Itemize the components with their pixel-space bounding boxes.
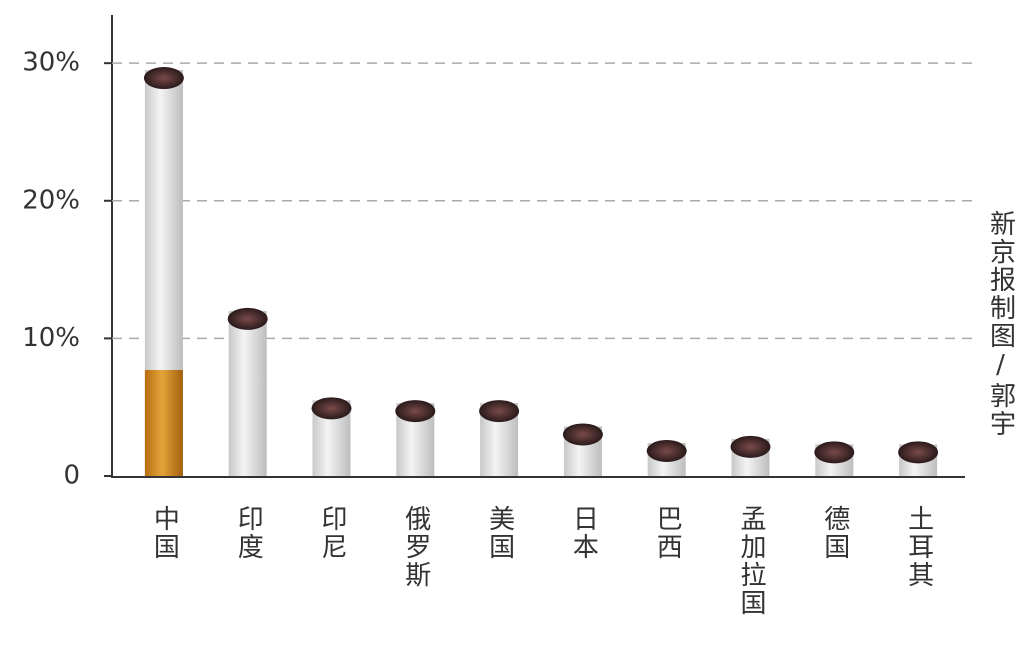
x-tick-label: 巴西 (652, 505, 682, 561)
y-tick-label: 0 (63, 461, 80, 491)
x-tick-label: 印尼 (317, 505, 347, 561)
bar (228, 310, 267, 476)
x-tick-label: 孟加拉国 (736, 505, 766, 617)
ash (311, 397, 352, 420)
y-tick-label: 30% (22, 48, 80, 78)
filter (144, 370, 183, 476)
ash (730, 435, 771, 458)
ash (143, 67, 184, 90)
y-tick-label: 10% (22, 323, 80, 353)
x-tick-label: 德国 (820, 505, 850, 561)
x-tick-label: 俄罗斯 (401, 505, 431, 589)
ash (646, 439, 687, 462)
ash (814, 441, 855, 464)
ash (395, 400, 436, 423)
x-tick-label: 美国 (485, 505, 515, 561)
x-tick-label: 印度 (233, 505, 263, 561)
ash (479, 400, 520, 423)
x-tick-label: 日本 (568, 505, 598, 561)
ash (898, 441, 939, 464)
credit: 新京报制图/郭宇 (986, 210, 1016, 438)
y-tick-label: 20% (22, 185, 80, 215)
x-tick-label: 土耳其 (904, 505, 934, 589)
ash (227, 307, 268, 330)
x-tick-label: 中国 (149, 505, 179, 561)
ash (562, 423, 603, 446)
